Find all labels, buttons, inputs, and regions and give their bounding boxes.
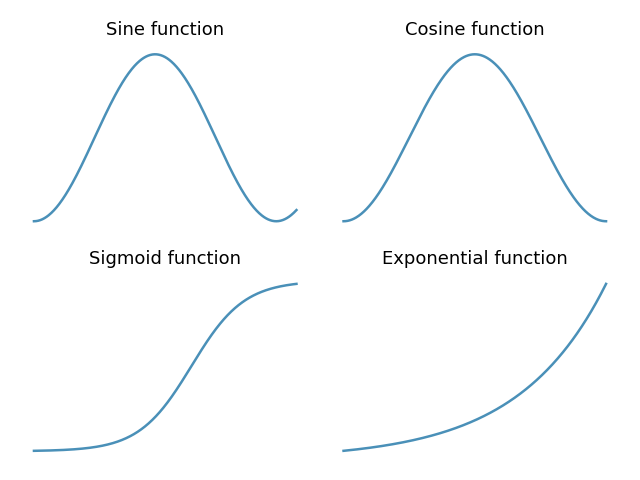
Title: Sine function: Sine function (106, 21, 224, 39)
Title: Cosine function: Cosine function (405, 21, 545, 39)
Title: Sigmoid function: Sigmoid function (89, 251, 241, 268)
Title: Exponential function: Exponential function (382, 251, 568, 268)
